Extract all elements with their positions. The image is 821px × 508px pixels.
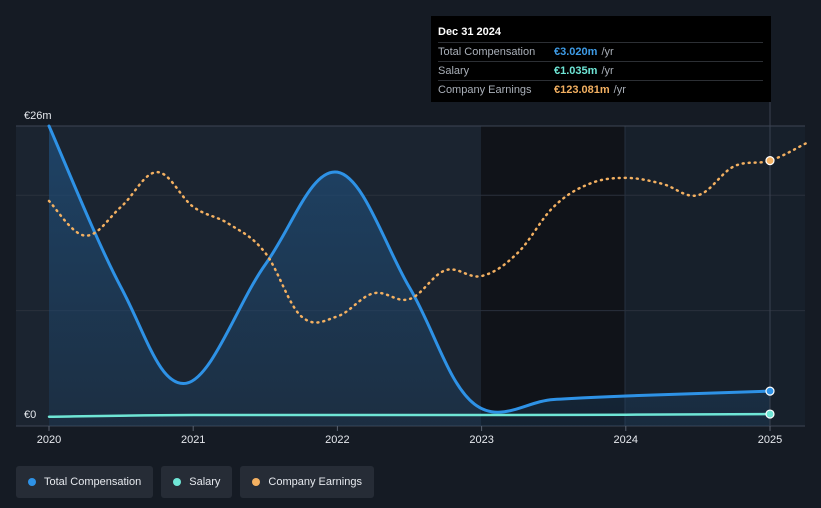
legend-dot-icon [28, 478, 36, 486]
legend-item-salary[interactable]: Salary [161, 466, 233, 498]
y-axis-max-label: €26m [24, 110, 52, 122]
legend-label: Total Compensation [44, 476, 142, 488]
tooltip-row-value: €1.035m [554, 65, 598, 77]
x-tick-label: 2024 [614, 434, 638, 446]
salary-marker [765, 409, 775, 419]
salary-line [47, 412, 772, 419]
x-tick-label: 2022 [325, 434, 349, 446]
company-earnings-marker [765, 156, 775, 166]
chart-highlight-region [625, 126, 805, 426]
total-compensation-area [49, 126, 770, 426]
legend-item-company-earnings[interactable]: Company Earnings [240, 466, 374, 498]
tooltip-row: Company Earnings €123.081m/yr [438, 80, 763, 99]
tooltip-panel: Dec 31 2024 Total Compensation €3.020m/yr… [431, 16, 771, 102]
tooltip-row-unit: /yr [613, 84, 626, 96]
legend-item-total-compensation[interactable]: Total Compensation [16, 466, 154, 498]
y-axis-min-label: €0 [24, 409, 36, 421]
tooltip-row: Salary €1.035m/yr [438, 61, 763, 80]
x-tick-label: 2025 [758, 434, 782, 446]
tooltip-row-unit: /yr [601, 65, 614, 77]
x-tick-label: 2020 [37, 434, 61, 446]
tooltip-row-unit: /yr [601, 46, 614, 58]
company-earnings-line [47, 142, 808, 324]
total-compensation-marker [765, 386, 775, 396]
tooltip-row-label: Company Earnings [438, 84, 532, 96]
tooltip-row-label: Total Compensation [438, 46, 536, 58]
tooltip-row-label: Salary [438, 65, 470, 77]
total-compensation-line [47, 124, 772, 414]
x-tick-label: 2021 [181, 434, 205, 446]
chart-future-region [481, 126, 625, 426]
tooltip-row: Total Compensation €3.020m/yr [438, 42, 763, 61]
tooltip-row-value: €123.081m [554, 84, 610, 96]
legend-dot-icon [173, 478, 182, 486]
legend-dot-icon [252, 478, 261, 486]
compensation-chart: 2020 2021 2022 2023 2024 2025 €26m €0 [16, 102, 808, 446]
chart-legend: Total Compensation Salary Company Earnings [16, 466, 374, 498]
tooltip-date: Dec 31 2024 [438, 26, 501, 38]
tooltip-row-value: €3.020m [554, 46, 598, 58]
legend-label: Company Earnings [268, 476, 362, 488]
legend-label: Salary [189, 476, 221, 488]
x-tick-label: 2023 [469, 434, 493, 446]
